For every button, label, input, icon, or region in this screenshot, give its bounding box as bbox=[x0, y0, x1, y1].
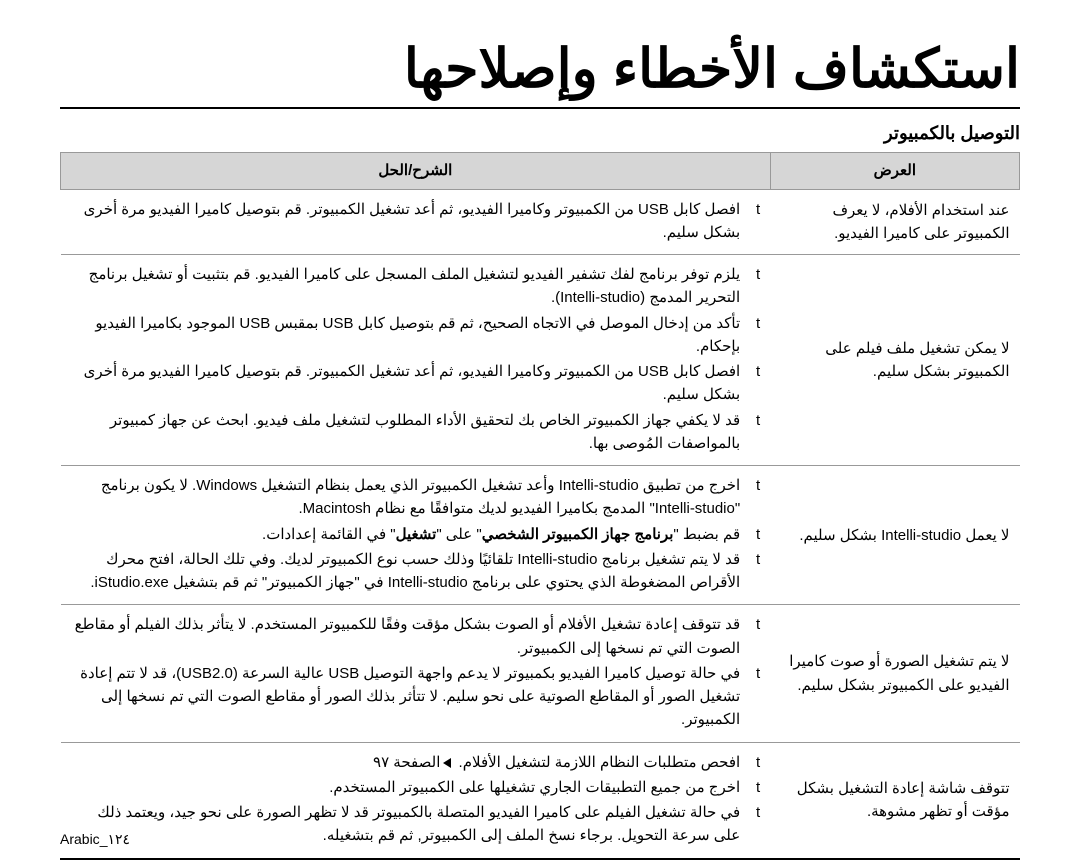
solution-item: اخرج من تطبيق Intelli-studio وأعد تشغيل … bbox=[71, 474, 761, 521]
arrow-icon bbox=[443, 758, 451, 768]
solution-list: يلزم توفر برنامج لفك تشفير الفيديو لتشغي… bbox=[71, 263, 761, 455]
table-row: لا يتم تشغيل الصورة أو صوت كاميرا الفيدي… bbox=[61, 605, 1020, 742]
footer-page: ١٢٤ bbox=[107, 831, 130, 847]
table-row: عند استخدام الأفلام، لا يعرف الكمبيوتر ع… bbox=[61, 189, 1020, 255]
solution-item: يلزم توفر برنامج لفك تشفير الفيديو لتشغي… bbox=[71, 263, 761, 310]
solution-item: قد لا يتم تشغيل برنامج Intelli-studio تل… bbox=[71, 548, 761, 595]
symptom-cell: عند استخدام الأفلام، لا يعرف الكمبيوتر ع… bbox=[770, 189, 1019, 255]
solution-item: اخرج من جميع التطبيقات الجاري تشغيلها عل… bbox=[71, 776, 761, 799]
page-footer: Arabic_١٢٤ bbox=[60, 831, 130, 848]
solution-item: في حالة توصيل كاميرا الفيديو بكمبيوتر لا… bbox=[71, 662, 761, 732]
solution-list: افحص متطلبات النظام اللازمة لتشغيل الأفل… bbox=[71, 751, 761, 848]
solution-cell: افصل كابل USB من الكمبيوتر وكاميرا الفيد… bbox=[61, 189, 771, 255]
table-bottom-rule bbox=[60, 858, 1020, 860]
solution-item: افصل كابل USB من الكمبيوتر وكاميرا الفيد… bbox=[71, 360, 761, 407]
solution-cell: افحص متطلبات النظام اللازمة لتشغيل الأفل… bbox=[61, 742, 771, 858]
title-divider bbox=[60, 107, 1020, 109]
col-solution: الشرح/الحل bbox=[61, 153, 771, 189]
troubleshoot-table: العرض الشرح/الحل عند استخدام الأفلام، لا… bbox=[60, 152, 1020, 857]
solution-cell: اخرج من تطبيق Intelli-studio وأعد تشغيل … bbox=[61, 466, 771, 605]
solution-list: اخرج من تطبيق Intelli-studio وأعد تشغيل … bbox=[71, 474, 761, 594]
solution-cell: يلزم توفر برنامج لفك تشفير الفيديو لتشغي… bbox=[61, 255, 771, 466]
symptom-cell: تتوقف شاشة إعادة التشغيل بشكل مؤقت أو تظ… bbox=[770, 742, 1019, 858]
table-row: تتوقف شاشة إعادة التشغيل بشكل مؤقت أو تظ… bbox=[61, 742, 1020, 858]
symptom-cell: لا يتم تشغيل الصورة أو صوت كاميرا الفيدي… bbox=[770, 605, 1019, 742]
solution-list: افصل كابل USB من الكمبيوتر وكاميرا الفيد… bbox=[71, 198, 761, 245]
solution-item: قم بضبط "برنامج جهاز الكمبيوتر الشخصي" ع… bbox=[71, 523, 761, 546]
solution-item: تأكد من إدخال الموصل في الاتجاه الصحيح، … bbox=[71, 312, 761, 359]
table-body: عند استخدام الأفلام، لا يعرف الكمبيوتر ع… bbox=[61, 189, 1020, 858]
solution-cell: قد تتوقف إعادة تشغيل الأفلام أو الصوت بش… bbox=[61, 605, 771, 742]
solution-item: افحص متطلبات النظام اللازمة لتشغيل الأفل… bbox=[71, 751, 761, 774]
section-title: التوصيل بالكمبيوتر bbox=[60, 123, 1020, 144]
page-title: استكشاف الأخطاء وإصلاحها bbox=[60, 40, 1020, 99]
solution-item: افصل كابل USB من الكمبيوتر وكاميرا الفيد… bbox=[71, 198, 761, 245]
footer-lang: Arabic bbox=[60, 831, 100, 847]
col-symptom: العرض bbox=[770, 153, 1019, 189]
symptom-cell: لا يمكن تشغيل ملف فيلم على الكمبيوتر بشك… bbox=[770, 255, 1019, 466]
table-row: لا يعمل Intelli-studio بشكل سليم.اخرج من… bbox=[61, 466, 1020, 605]
table-row: لا يمكن تشغيل ملف فيلم على الكمبيوتر بشك… bbox=[61, 255, 1020, 466]
solution-item: في حالة تشغيل الفيلم على كاميرا الفيديو … bbox=[71, 801, 761, 848]
solution-item: قد لا يكفي جهاز الكمبيوتر الخاص بك لتحقي… bbox=[71, 409, 761, 456]
solution-item: قد تتوقف إعادة تشغيل الأفلام أو الصوت بش… bbox=[71, 613, 761, 660]
solution-list: قد تتوقف إعادة تشغيل الأفلام أو الصوت بش… bbox=[71, 613, 761, 731]
symptom-cell: لا يعمل Intelli-studio بشكل سليم. bbox=[770, 466, 1019, 605]
